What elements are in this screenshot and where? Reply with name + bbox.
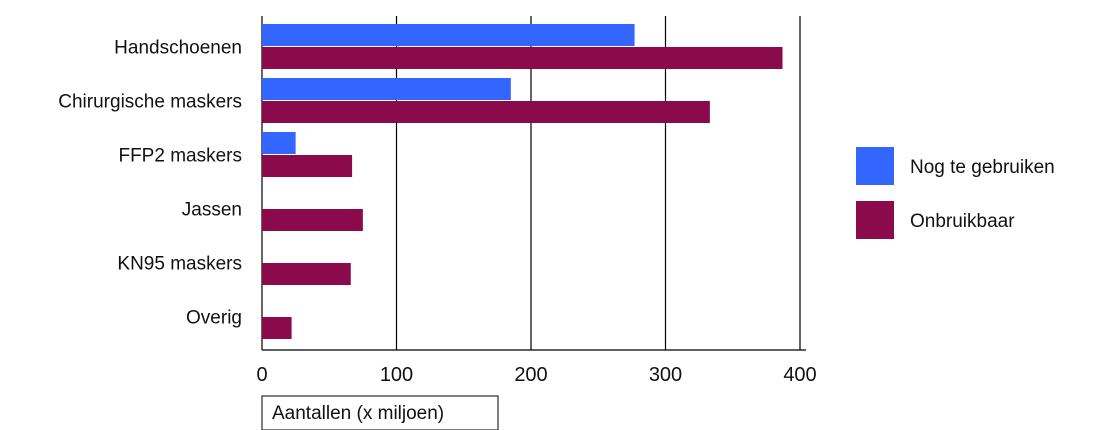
x-axis-label: Aantallen (x miljoen): [272, 403, 444, 424]
bar-onbruikbaar: [262, 101, 710, 123]
category-labels: Handschoenen Chirurgische maskers FFP2 mas…: [58, 38, 242, 329]
category-label: Overig: [186, 308, 242, 329]
category-label: Chirurgische maskers: [58, 92, 242, 113]
bar-onbruikbaar: [262, 209, 363, 231]
category-label: KN95 maskers: [117, 254, 242, 275]
x-tick-label: 300: [649, 364, 682, 386]
x-tick-label: 0: [256, 364, 267, 386]
bars: [262, 24, 783, 339]
x-tick-label: 100: [380, 364, 413, 386]
legend-swatch: [856, 201, 894, 239]
bar-nog-te-gebruiken: [262, 78, 511, 100]
x-tick-labels: 0 100 200 300 400: [256, 364, 816, 386]
legend-swatch: [856, 147, 894, 185]
legend-label: Nog te gebruiken: [910, 157, 1055, 178]
bar-onbruikbaar: [262, 155, 353, 177]
gridlines: [395, 16, 801, 350]
category-label: Jassen: [182, 200, 242, 221]
bar-nog-te-gebruiken: [262, 132, 296, 154]
category-label: Handschoenen: [114, 38, 242, 59]
x-tick-label: 200: [514, 364, 547, 386]
x-axis-label-frame: [261, 395, 499, 430]
bar-onbruikbaar: [262, 317, 292, 339]
bar-nog-te-gebruiken: [262, 24, 635, 46]
category-label: FFP2 maskers: [118, 146, 242, 167]
bar-onbruikbaar: [262, 263, 351, 285]
x-axis-label-box: Aantallen (x miljoen): [261, 395, 499, 430]
legend-label: Onbruikbaar: [910, 211, 1015, 232]
bar-onbruikbaar: [262, 47, 783, 69]
legend: Nog te gebruiken Onbruikbaar: [856, 147, 1055, 239]
x-tick-label: 400: [783, 364, 816, 386]
